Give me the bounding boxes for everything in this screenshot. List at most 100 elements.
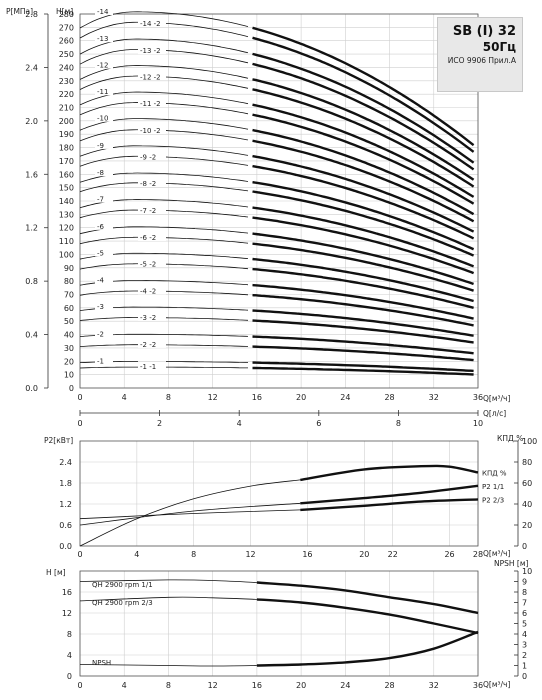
x-tick-label: 16 — [302, 550, 312, 559]
power-tick-label: 1.8 — [59, 479, 72, 488]
y-tick-label: 250 — [59, 50, 74, 59]
qh-curve-label: -7 -2 — [140, 207, 156, 215]
x-tick-label: 4 — [122, 393, 127, 402]
plot-frame — [79, 13, 479, 389]
qh-curve-label: -14 -2 — [140, 20, 161, 28]
eff-tick-label: 60 — [522, 479, 532, 488]
y-tick-label: 210 — [59, 104, 74, 113]
head-axis-title: H[м] — [56, 7, 73, 16]
qh-npsh-curve-thick — [256, 581, 479, 615]
qh-npsh-series-label: NPSH — [92, 659, 111, 667]
y-tick-label: 40 — [64, 331, 74, 340]
qh-curve-label: -10 -2 — [140, 127, 161, 135]
qh-curve-thick — [252, 52, 475, 164]
qh-curve-label: -12 — [97, 62, 108, 70]
npsh-tick-label: 7 — [522, 599, 527, 608]
qh-curve-thick — [252, 103, 475, 198]
qh-curve-thin — [79, 65, 249, 80]
eff-tick-label: 80 — [522, 458, 532, 467]
pressure-tick-label: 2.4 — [25, 63, 38, 72]
qh-curve-thick — [252, 216, 475, 275]
qh-curve-thick — [252, 345, 474, 362]
label-bg — [95, 59, 113, 69]
qh-curve-label: -13 -2 — [140, 47, 161, 55]
qh-curve-thick — [252, 164, 475, 240]
power-eff-series-label: P2 1/1 — [482, 483, 504, 491]
qh-curve-label: -11 — [97, 88, 108, 96]
y-tick-label: 110 — [59, 237, 74, 246]
label-bg — [95, 328, 113, 338]
flow-axis-title: Q[м³/ч] — [483, 394, 510, 403]
x-tick-label: 0 — [77, 550, 82, 559]
npsh-tick-label: 6 — [522, 609, 527, 618]
npsh-tick-label: 2 — [522, 651, 527, 660]
qh-curve-label: -8 — [97, 169, 104, 177]
eff-tick-label: 0 — [522, 542, 527, 551]
qh-curve-label: -7 — [97, 196, 104, 204]
power-eff-curve-thin — [79, 509, 301, 520]
x-tick-label: 28 — [384, 393, 394, 402]
y-tick-label: 130 — [59, 210, 74, 219]
label-bg — [138, 124, 166, 134]
npsh-tick-label: 0 — [522, 672, 527, 681]
label-bg — [138, 17, 166, 27]
power-tick-label: 0.6 — [59, 521, 72, 530]
qh-curve-thick — [252, 293, 474, 327]
npsh-tick-label: 5 — [522, 620, 527, 629]
x-tick-label: 4 — [134, 550, 139, 559]
qh-curve-label: -2 -2 — [140, 341, 156, 349]
npsh-tick-label: 9 — [522, 578, 527, 587]
label-bg — [95, 112, 113, 122]
qh-curve-thick — [252, 232, 474, 286]
qh-curve-thick — [252, 267, 474, 309]
label-bg — [95, 301, 113, 311]
x-tick-label: 12 — [245, 550, 255, 559]
y-tick-label: 220 — [59, 90, 74, 99]
y-tick-label: 200 — [59, 117, 74, 126]
plot-frame — [79, 440, 479, 547]
label-bg — [138, 258, 166, 268]
frequency-label: 50Гц — [482, 40, 516, 54]
eff-tick-label: 100 — [522, 437, 537, 446]
qh-curve-thin — [79, 11, 249, 29]
qh-curve-thick — [252, 88, 475, 188]
qh-curve-thick — [252, 190, 475, 257]
power-eff-series-label: P2 2/3 — [482, 496, 504, 504]
x-tick-label: 0 — [77, 681, 82, 690]
x-tick-label: 12 — [208, 393, 218, 402]
x-tick-label: 20 — [296, 393, 306, 402]
label-bg — [95, 33, 113, 43]
qh-curve-label: -5 — [97, 249, 104, 257]
label-bg — [95, 247, 113, 257]
qh-curve-thick — [252, 283, 474, 320]
qh-curve-label: -4 — [97, 277, 105, 285]
eff-axis-title: КПД % — [497, 434, 523, 443]
label-bg — [95, 355, 113, 365]
y-tick-label: 150 — [59, 184, 74, 193]
power-eff-series-label: КПД % — [482, 470, 507, 478]
x-tick-label: 20 — [359, 550, 369, 559]
power-eff-curve-thin — [79, 479, 301, 547]
x-tick-label: 12 — [208, 681, 218, 690]
npsh-tick-label: 8 — [522, 588, 527, 597]
y-tick-label: 160 — [59, 170, 74, 179]
y-tick-label: 230 — [59, 77, 74, 86]
npsh-tick-label: 4 — [522, 630, 527, 639]
pressure-tick-label: 1.6 — [25, 170, 38, 179]
qh-curve-label: -5 -2 — [140, 260, 156, 268]
label-bg — [138, 97, 166, 107]
power-eff-curve-thick — [300, 484, 479, 505]
y-tick-label: 30 — [64, 344, 74, 353]
head-axis-title: H [м] — [46, 568, 66, 577]
flow-ls-tick-label: 4 — [237, 419, 242, 428]
qh-curve-thick — [252, 319, 474, 344]
qh-curve-label: -11 -2 — [140, 100, 161, 108]
y-tick-label: 70 — [64, 291, 74, 300]
npsh-axis-title: NPSH [м] — [494, 559, 529, 568]
qh-curve-thick — [252, 361, 474, 373]
qh-curve-label: -3 — [97, 303, 104, 311]
x-tick-label: 8 — [191, 550, 196, 559]
label-bg — [138, 151, 166, 161]
y-tick-label: 80 — [64, 277, 74, 286]
